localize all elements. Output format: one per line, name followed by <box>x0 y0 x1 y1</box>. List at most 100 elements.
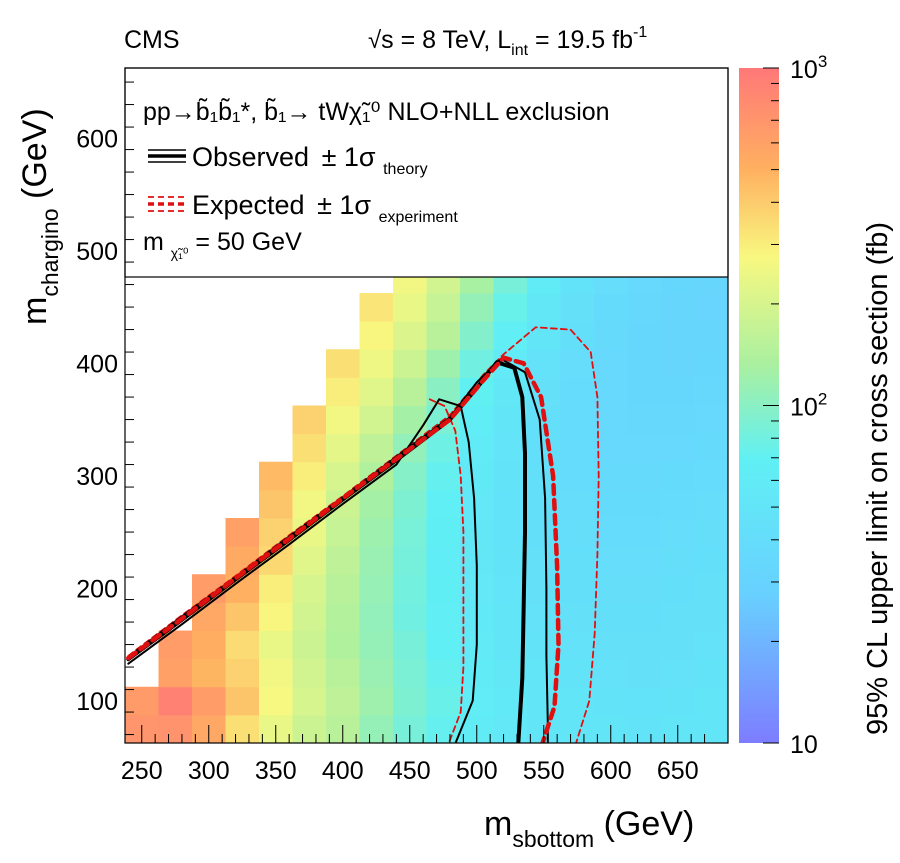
heatmap-cell <box>225 518 260 547</box>
heatmap-cell <box>594 433 628 463</box>
heatmap-cell <box>694 630 728 660</box>
heatmap-cell <box>158 686 193 716</box>
x-title-sub: sbottom <box>512 826 594 852</box>
heatmap-cell <box>460 321 494 350</box>
heatmap-cell <box>493 461 528 491</box>
heatmap-cell <box>326 546 360 575</box>
legend-lsp-m: m <box>143 228 164 256</box>
legend-lsp-sub: χ̃₁⁰ <box>171 245 189 261</box>
heatmap-cell <box>594 686 628 716</box>
heatmap-cell <box>393 293 427 322</box>
heatmap-cell <box>460 489 494 519</box>
heatmap-cell <box>359 518 394 547</box>
lumi-L: L <box>497 26 511 54</box>
heatmap-cell <box>359 293 394 322</box>
heatmap-cell <box>259 574 293 603</box>
heatmap-cell <box>560 489 595 519</box>
heatmap-cell <box>627 686 662 716</box>
energy-lumi-label: √s = 8 TeV, Lint = 19.5 fb-1 <box>368 24 647 59</box>
x-tick-label: 550 <box>523 757 565 785</box>
heatmap-cell <box>460 433 494 463</box>
x-axis: 250 300 350 400 450 500 550 600 650 <box>121 725 706 785</box>
heatmap-cell <box>426 686 461 716</box>
heatmap-cell <box>359 686 394 716</box>
heatmap-cell <box>560 293 595 322</box>
heatmap-cell <box>393 574 427 603</box>
lumi-value: = 19.5 fb <box>528 26 633 54</box>
heatmap-cell <box>326 630 360 660</box>
energy-s: s <box>381 26 394 54</box>
z-tick-label: 103 <box>790 52 827 84</box>
heatmap-cell <box>594 321 628 350</box>
heatmap-cell <box>661 377 695 406</box>
legend-expected-label: Expected <box>192 190 305 220</box>
heatmap-cell <box>527 433 561 463</box>
heatmap-cell <box>661 686 695 716</box>
heatmap-cell <box>393 602 427 631</box>
y-title-unit: (GeV) <box>16 108 54 208</box>
heatmap-cell <box>661 518 695 547</box>
heatmap-cell <box>661 489 695 519</box>
heatmap-cell <box>594 518 628 547</box>
heatmap-cell <box>426 489 461 519</box>
heatmap-cell <box>426 658 461 688</box>
heatmap-cell <box>259 602 293 631</box>
z-axis-title: 95% CL upper limit on cross section (fb) <box>862 222 894 735</box>
heatmap-cell <box>393 377 427 406</box>
heatmap-cell <box>259 489 293 519</box>
legend-process: pp→b̃₁b̃₁*, b̃₁→ tWχ̃₁⁰ NLO+NLL exclusio… <box>143 98 610 126</box>
heatmap-cell <box>627 658 662 688</box>
z-tick-label: 102 <box>790 390 827 422</box>
heatmap-cell <box>426 321 461 350</box>
heatmap-cell <box>493 714 528 743</box>
y-tick-label: 300 <box>76 463 118 491</box>
heatmap-cell <box>292 574 327 603</box>
legend-observed-pm: ± 1σ <box>322 142 376 172</box>
heatmap-cell <box>627 714 662 743</box>
energy-value: = 8 TeV, <box>394 26 498 54</box>
heatmap-cell <box>393 349 427 378</box>
heatmap-cell <box>359 489 394 519</box>
heatmap-cell <box>661 405 695 435</box>
heatmap-cell <box>259 658 293 688</box>
heatmap-cell <box>426 461 461 491</box>
z-axis: 10 102 103 <box>763 52 827 759</box>
heatmap-cell <box>460 461 494 491</box>
heatmap-cell <box>594 574 628 603</box>
heatmap-cell <box>560 602 595 631</box>
heatmap-cell <box>192 630 226 660</box>
heatmap-cell <box>627 377 662 406</box>
svg-text:Expected ± 1σ expe: Expected ± 1σ experiment <box>192 190 458 226</box>
y-tick-label: 600 <box>76 125 118 153</box>
heatmap-cell <box>326 518 360 547</box>
heatmap-cell <box>661 349 695 378</box>
heatmap-cell <box>393 630 427 660</box>
heatmap-cell <box>694 377 728 406</box>
heatmap-cell <box>527 293 561 322</box>
heatmap-cell <box>694 349 728 378</box>
heatmap-cell <box>493 433 528 463</box>
x-tick-label: 450 <box>389 757 431 785</box>
heatmap-cell <box>292 405 327 435</box>
heatmap-cell <box>292 602 327 631</box>
heatmap-cell <box>359 405 394 435</box>
heatmap-cell <box>560 518 595 547</box>
heatmap-cell <box>359 546 394 575</box>
heatmap-cell <box>627 433 662 463</box>
heatmap-cell <box>694 658 728 688</box>
heatmap-cell <box>594 630 628 660</box>
x-title-unit: (GeV) <box>594 805 694 843</box>
legend: pp→b̃₁b̃₁*, b̃₁→ tWχ̃₁⁰ NLO+NLL exclusio… <box>124 67 729 278</box>
lumi-sub: int <box>511 42 528 59</box>
heatmap-cell <box>560 658 595 688</box>
heatmap-cell <box>694 489 728 519</box>
heatmap-cell <box>426 714 461 743</box>
y-title-main: m <box>16 297 54 325</box>
heatmap-cell <box>426 518 461 547</box>
z-tick-label: 10 <box>790 731 818 759</box>
heatmap-cell <box>292 546 327 575</box>
y-axis-title: mchargino (GeV) <box>16 108 63 325</box>
legend-observed-label: Observed <box>192 142 309 172</box>
heatmap-cell <box>192 658 226 688</box>
heatmap-cell <box>225 714 260 743</box>
